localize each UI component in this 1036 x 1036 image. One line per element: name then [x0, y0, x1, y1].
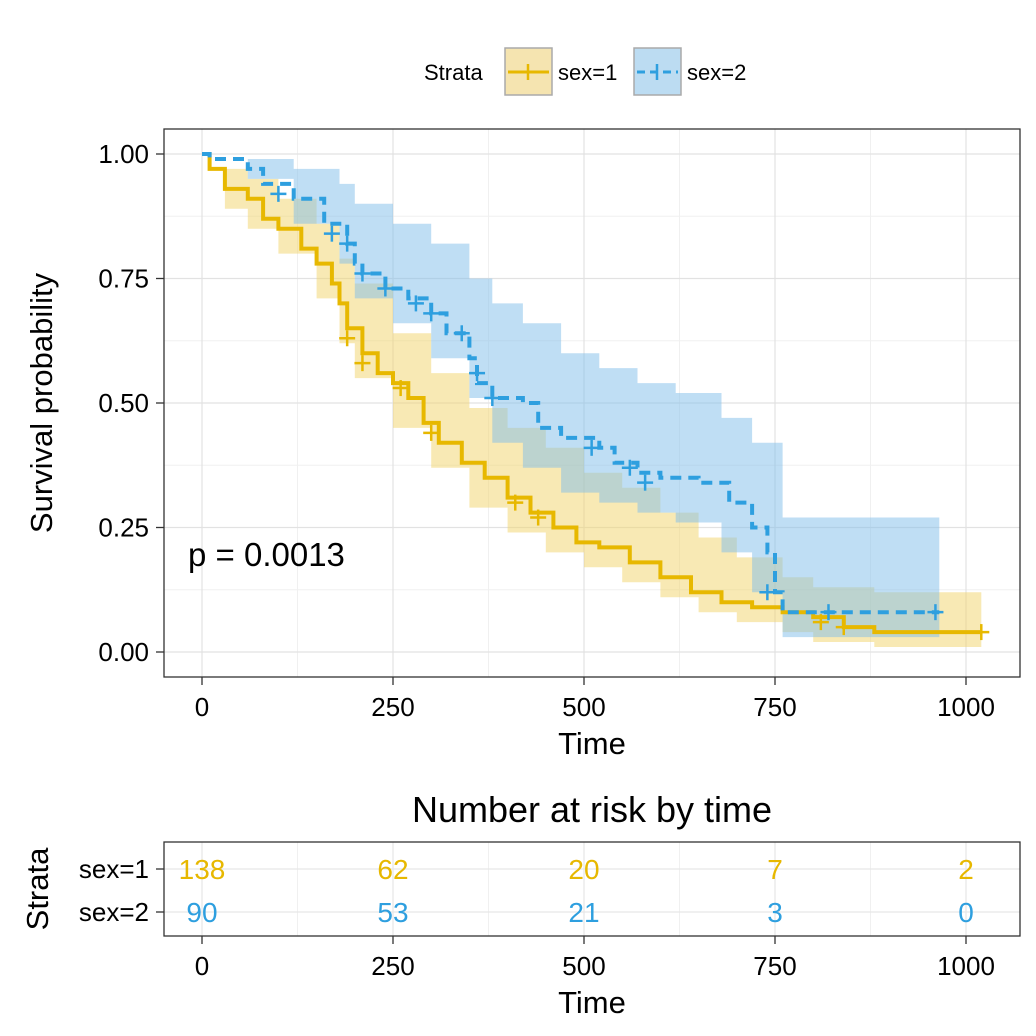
risk-x-tick-label: 250: [371, 951, 414, 981]
legend-label-sex1: sex=1: [558, 60, 617, 85]
p-value-annotation: p = 0.0013: [188, 536, 345, 573]
x-tick-label: 0: [195, 692, 209, 722]
risk-x-tick-label: 1000: [937, 951, 995, 981]
risk-count-sex=2: 3: [767, 897, 783, 928]
x-axis-title: Time: [558, 726, 626, 761]
confidence-bands: [202, 154, 982, 647]
risk-count-sex=1: 2: [958, 854, 974, 885]
risk-x-tick-label: 750: [753, 951, 796, 981]
risk-count-sex=2: 90: [186, 897, 217, 928]
censor-marks: [270, 185, 990, 641]
risk-count-sex=2: 0: [958, 897, 974, 928]
survival-curve-sex=2: [202, 152, 940, 615]
risk-table: 138 62 20 7 2 90 53 21 3 0 sex=1 sex=2 0 250 500 750 10…: [79, 841, 1021, 981]
y-tick-label: 0.00: [98, 637, 149, 667]
risk-row-label: sex=1: [79, 854, 149, 884]
y-axis-title: Survival probability: [24, 272, 59, 533]
x-tick-label: 1000: [937, 692, 995, 722]
x-tick-label: 750: [753, 692, 796, 722]
legend: Strata sex=1 sex=2: [424, 47, 746, 96]
risk-table-background: [164, 842, 1020, 936]
risk-count-sex=1: 138: [179, 854, 226, 885]
survival-curves: [202, 152, 982, 635]
y-tick-label: 0.75: [98, 264, 149, 294]
risk-table-axes: sex=1 sex=2 0 250 500 750 1000: [79, 854, 995, 981]
risk-table-cells: 138 62 20 7 2 90 53 21 3 0: [179, 854, 974, 928]
x-tick-label: 500: [562, 692, 605, 722]
risk-row-label: sex=2: [79, 897, 149, 927]
survival-curve-sex=1: [202, 152, 982, 635]
risk-table-border: [163, 841, 1021, 937]
risk-table-title: Number at risk by time: [412, 789, 772, 830]
risk-y-axis-title: Strata: [20, 847, 55, 930]
survival-plot: 0 250 500 750 1000 0.00 0.25 0.50 0.75 1.00 p = 0…: [98, 128, 1021, 722]
y-tick-label: 0.25: [98, 513, 149, 543]
risk-x-axis-title: Time: [558, 985, 626, 1020]
risk-count-sex=1: 62: [377, 854, 408, 885]
risk-count-sex=2: 53: [377, 897, 408, 928]
risk-x-tick-label: 0: [195, 951, 209, 981]
legend-title: Strata: [424, 60, 483, 85]
legend-label-sex2: sex=2: [687, 60, 746, 85]
x-tick-label: 250: [371, 692, 414, 722]
risk-count-sex=1: 7: [767, 854, 783, 885]
ci-band-sex=2: [202, 154, 940, 638]
risk-count-sex=2: 21: [568, 897, 599, 928]
risk-table-grid: [164, 842, 1020, 936]
y-tick-label: 1.00: [98, 139, 149, 169]
risk-x-tick-label: 500: [562, 951, 605, 981]
y-tick-label: 0.50: [98, 388, 149, 418]
plot-axes: 0 250 500 750 1000 0.00 0.25 0.50 0.75 1.00: [98, 139, 995, 722]
risk-count-sex=1: 20: [568, 854, 599, 885]
